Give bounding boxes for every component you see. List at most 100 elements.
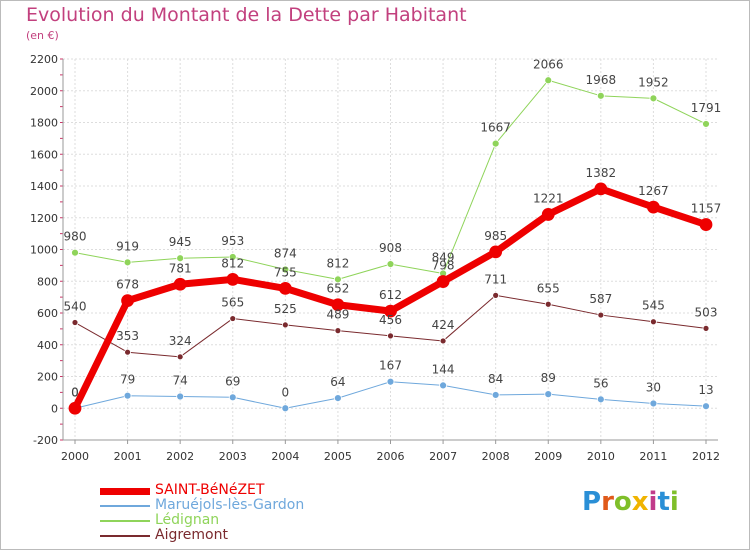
data-point	[278, 281, 292, 295]
chart-title: Evolution du Montant de la Dette par Hab…	[26, 4, 467, 26]
data-point	[228, 393, 237, 402]
data-label: 1267	[638, 184, 669, 198]
x-tick-label: 2011	[639, 450, 667, 463]
data-point	[281, 404, 290, 413]
x-tick-label: 2002	[166, 450, 194, 463]
legend-swatch	[100, 487, 150, 495]
data-point	[702, 402, 710, 411]
data-label: 985	[484, 229, 507, 243]
y-tick-label: 0	[51, 402, 58, 415]
y-tick-label: 1600	[30, 148, 58, 161]
data-label: 908	[379, 241, 402, 255]
data-point	[334, 394, 342, 402]
data-label: 13	[698, 383, 713, 397]
data-point	[68, 401, 82, 415]
data-label: 89	[541, 371, 556, 385]
data-point	[491, 391, 500, 399]
y-tick-label: 1400	[30, 180, 58, 193]
data-point	[439, 381, 447, 390]
y-tick-label: 1000	[30, 244, 58, 257]
data-point	[650, 318, 657, 326]
data-point	[226, 272, 240, 286]
x-tick-label: 2012	[692, 450, 720, 463]
data-label: 755	[274, 265, 297, 279]
y-tick-label: 1800	[30, 117, 58, 130]
data-label: 1952	[638, 75, 669, 89]
data-label: 353	[116, 329, 139, 343]
data-point	[387, 332, 394, 340]
legend-label: Maruéjols-lès-Gardon	[155, 497, 305, 513]
data-label: 1968	[586, 73, 617, 87]
data-label: 1221	[533, 191, 564, 205]
data-point	[649, 399, 658, 408]
data-point	[544, 300, 552, 308]
data-label: 545	[642, 299, 665, 313]
data-point	[649, 94, 658, 103]
data-point	[331, 298, 345, 312]
data-point	[384, 304, 397, 318]
data-label: 456	[379, 313, 402, 327]
data-label: 1157	[691, 202, 722, 216]
data-point	[492, 291, 500, 299]
data-label: 540	[64, 300, 87, 314]
data-point	[334, 275, 342, 284]
data-point	[544, 76, 553, 85]
data-point	[121, 294, 134, 308]
data-label: 798	[432, 259, 455, 273]
data-point	[334, 327, 342, 335]
x-tick-label: 2005	[324, 450, 352, 463]
data-point	[647, 200, 660, 214]
data-label: 79	[120, 373, 135, 387]
data-label: 678	[116, 278, 139, 292]
legend-label: Lédignan	[155, 512, 220, 528]
data-point	[541, 208, 555, 221]
data-point	[702, 324, 710, 332]
x-tick-label: 2007	[429, 450, 457, 463]
data-label: 711	[484, 272, 507, 286]
data-point	[699, 218, 713, 231]
data-label: 144	[432, 362, 455, 376]
data-label: 167	[379, 359, 402, 373]
x-tick-label: 2004	[271, 450, 299, 463]
data-point	[123, 258, 132, 267]
x-tick-label: 2009	[534, 450, 562, 463]
data-point	[176, 392, 185, 401]
data-point	[71, 319, 79, 326]
data-label: 74	[173, 374, 188, 388]
data-point	[173, 277, 187, 291]
data-label: 612	[379, 288, 402, 302]
data-label: 565	[221, 296, 244, 310]
data-label: 919	[116, 239, 139, 253]
data-label: 503	[695, 305, 718, 319]
data-label: 2066	[533, 57, 564, 71]
proxiti-logo: Proxiti	[582, 487, 679, 517]
data-point	[544, 390, 553, 399]
data-point	[596, 91, 605, 100]
data-label: 781	[169, 261, 192, 275]
data-label: 69	[225, 374, 240, 388]
data-point	[71, 248, 79, 257]
data-label: 489	[326, 308, 349, 322]
data-point	[386, 377, 395, 386]
legend-swatch	[100, 520, 150, 522]
data-label: 525	[274, 302, 297, 316]
data-point	[228, 253, 237, 261]
data-label: 874	[274, 247, 297, 261]
x-tick-label: 2008	[482, 450, 510, 463]
y-tick-label: 400	[37, 339, 58, 352]
data-label: 812	[221, 256, 244, 270]
data-point	[491, 139, 500, 148]
data-point	[176, 353, 184, 361]
data-point	[596, 395, 605, 404]
x-tick-label: 2010	[587, 450, 615, 463]
y-tick-label: 800	[37, 275, 58, 288]
data-label: 1791	[691, 101, 722, 115]
data-label: 64	[330, 375, 345, 389]
x-tick-label: 2003	[219, 450, 247, 463]
data-label: 655	[537, 281, 560, 295]
data-label: 849	[432, 250, 455, 264]
data-point	[436, 275, 450, 288]
legend-swatch	[100, 535, 150, 537]
data-point	[594, 182, 608, 196]
